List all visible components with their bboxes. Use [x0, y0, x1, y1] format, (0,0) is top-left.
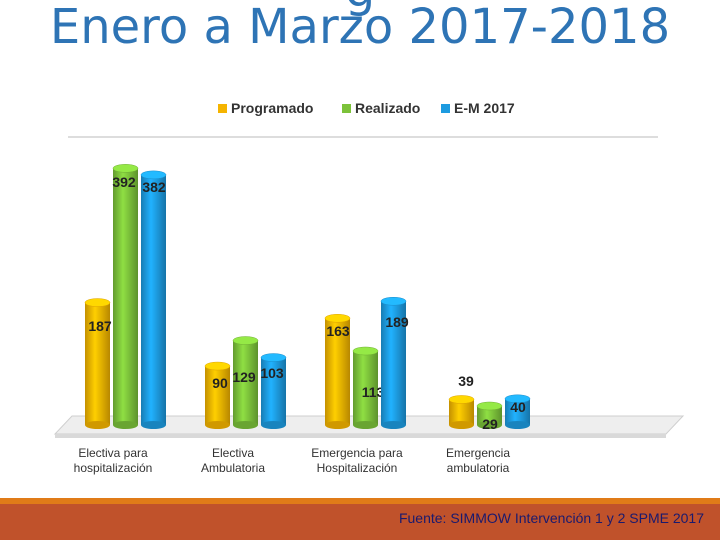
legend-label-1: Realizado: [355, 100, 420, 116]
bar-3-2: [505, 398, 530, 425]
bar-base-3-1: [477, 421, 502, 429]
bar-1-2: [261, 357, 286, 425]
bar-1-0: [205, 366, 230, 425]
bar-cap-3-0: [448, 395, 475, 404]
legend-swatch-2: [441, 104, 450, 113]
bar-cap-2-0: [324, 314, 351, 323]
category-label-3-0: Emergencia: [446, 446, 510, 460]
category-label-3-1: ambulatoria: [447, 461, 510, 475]
bar-0-1: [113, 168, 138, 426]
bar-cap-1-1: [232, 336, 259, 345]
bar-cap-0-1: [112, 164, 139, 173]
bar-cap-2-2: [380, 297, 407, 306]
data-label-1-2: 103: [260, 365, 284, 381]
legend-swatch-1: [342, 104, 351, 113]
bar-3-1: [477, 406, 502, 425]
bar-base-0-0: [85, 421, 110, 429]
bar-cap-1-2: [260, 353, 287, 362]
data-label-2-2: 189: [385, 314, 409, 330]
bar-cap-3-2: [504, 394, 531, 404]
data-label-1-0: 90: [212, 375, 228, 391]
category-label-2-1: Hospitalización: [317, 461, 398, 475]
bar-base-0-1: [113, 421, 138, 429]
source-note: Fuente: SIMMOW Intervención 1 y 2 SPME 2…: [398, 510, 704, 526]
bar-chart: Programado Realizado E-M 2017 187 90 163 39 392…: [53, 100, 685, 475]
data-label-0-1: 392: [112, 174, 136, 190]
data-label-3-0: 39: [458, 373, 474, 389]
data-label-3-2: 40: [510, 399, 526, 415]
bar-0-0: [85, 302, 110, 425]
legend-swatch-0: [218, 104, 227, 113]
chart-floor-edge: [55, 434, 666, 438]
footer-bar: [0, 498, 720, 540]
category-label-2-0: Emergencia para: [311, 446, 403, 460]
bar-base-2-0: [325, 421, 350, 429]
bar-cap-0-2: [140, 170, 167, 180]
legend-label-0: Programado: [231, 100, 313, 116]
category-label-0-1: hospitalización: [74, 461, 153, 475]
bar-base-3-2: [505, 421, 530, 429]
bar-base-1-1: [233, 421, 258, 429]
bar-2-1: [353, 351, 378, 425]
bar-base-2-1: [353, 421, 378, 429]
bar-base-2-2: [381, 421, 406, 429]
legend-label-2: E-M 2017: [454, 100, 515, 116]
data-label-1-1: 129: [232, 369, 256, 385]
data-label-2-1: 113: [362, 384, 385, 400]
bar-2-2: [381, 301, 406, 425]
bar-base-1-2: [261, 421, 286, 429]
bar-3-0: [449, 399, 474, 425]
slide-title: Enero a Marzo 2017-2018: [49, 0, 671, 55]
bar-cap-1-0: [204, 361, 231, 371]
category-label-1-0: Electiva: [212, 446, 254, 460]
bar-cap-3-1: [476, 401, 503, 411]
category-label-0-0: Electiva para: [78, 446, 148, 460]
bar-1-1: [233, 340, 258, 425]
data-label-0-2: 382: [142, 179, 166, 195]
bar-cap-0-0: [84, 298, 111, 307]
bar-2-0: [325, 318, 350, 425]
bar-base-1-0: [205, 421, 230, 429]
bar-cap-2-1: [352, 346, 379, 356]
data-label-0-0: 187: [88, 318, 112, 334]
bar-0-2: [141, 174, 166, 425]
data-label-3-1: 29: [482, 416, 498, 432]
data-label-2-0: 163: [326, 323, 350, 339]
category-label-1-1: Ambulatoria: [201, 461, 265, 475]
bar-base-0-2: [141, 421, 166, 429]
bar-base-3-0: [449, 421, 474, 429]
